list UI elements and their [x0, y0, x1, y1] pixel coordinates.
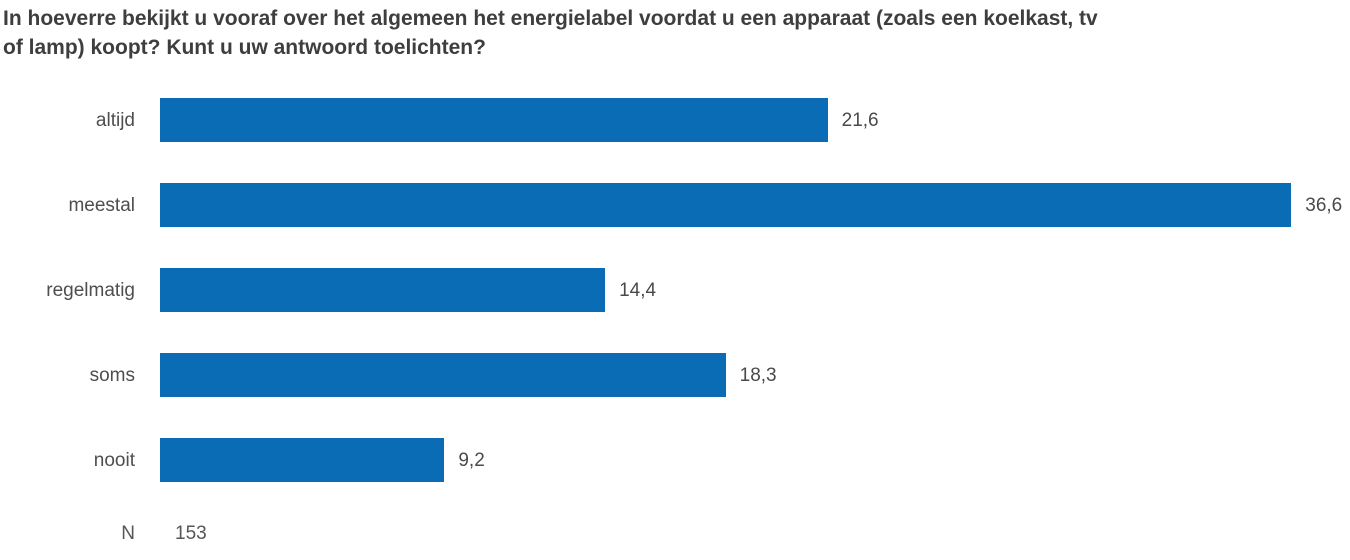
bar — [160, 268, 606, 312]
bar-row: nooit 9,2 — [0, 438, 1350, 482]
bar-chart: altijd 21,6 meestal 36,6 regelmatig 14,4… — [0, 98, 1350, 545]
category-label: nooit — [93, 449, 135, 471]
bar — [160, 438, 445, 482]
bar-track: 36,6 — [160, 183, 1350, 227]
value-label: 21,6 — [841, 109, 879, 131]
bar-row: meestal 36,6 — [0, 183, 1350, 227]
bar — [160, 183, 1292, 227]
category-label: soms — [89, 364, 135, 386]
value-label: 18,3 — [739, 364, 777, 386]
bar-track: 14,4 — [160, 268, 1350, 312]
category-label: regelmatig — [46, 279, 135, 301]
value-label: 36,6 — [1305, 194, 1343, 216]
sample-size-label: N — [121, 523, 135, 544]
chart-title: In hoeverre bekijkt u vooraf over het al… — [3, 7, 1098, 59]
value-label: 9,2 — [458, 449, 485, 471]
sample-size-value: 153 — [175, 523, 207, 544]
category-label: meestal — [68, 194, 135, 216]
bar-track: 9,2 — [160, 438, 1350, 482]
bar-row: altijd 21,6 — [0, 98, 1350, 142]
sample-size-row: N 153 — [0, 523, 1350, 545]
value-label: 14,4 — [619, 279, 657, 301]
bar — [160, 98, 828, 142]
bar-row: regelmatig 14,4 — [0, 268, 1350, 312]
bar-row: soms 18,3 — [0, 353, 1350, 397]
category-label: altijd — [95, 109, 135, 131]
bar-track: 18,3 — [160, 353, 1350, 397]
bar — [160, 353, 726, 397]
bar-track: 21,6 — [160, 98, 1350, 142]
